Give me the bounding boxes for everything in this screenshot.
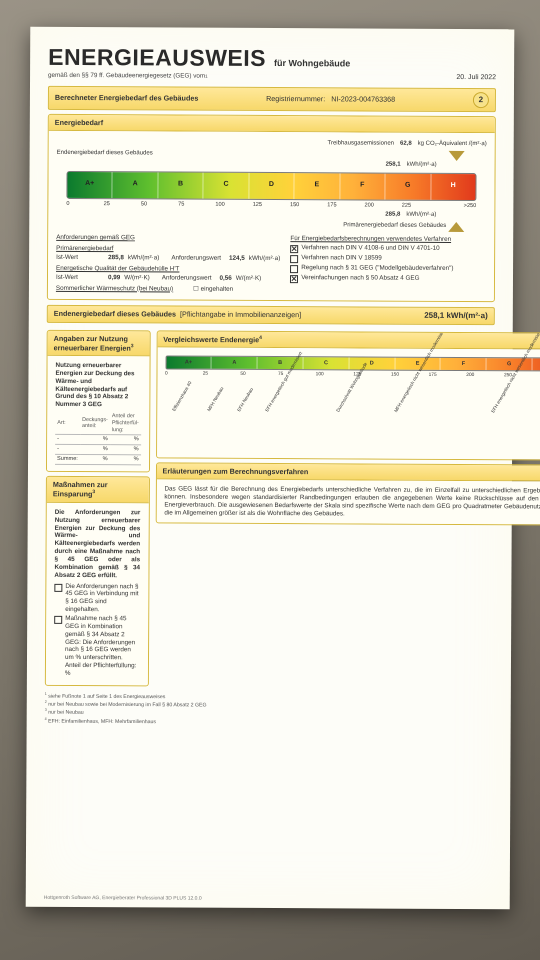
ghg-value: 62,8 (400, 140, 412, 148)
checkbox-icon (290, 265, 298, 273)
req-heading: Anforderungen gemäß GEG (56, 234, 280, 243)
registration-bar: Berechneter Energiebedarf des Gebäudes R… (48, 85, 496, 111)
reg-label: Registriernummer: (266, 94, 325, 103)
end-value: 258,1 (386, 162, 401, 170)
energy-scale: A+ A B C D E F G H (66, 170, 476, 200)
erl-text: Das GEG lässt für die Berechnung des Ene… (156, 479, 540, 525)
prim-label: Primärenergiebedarf dieses Gebäudes (343, 222, 446, 230)
checkbox-icon (290, 275, 298, 283)
ghg-unit: kg CO₂-Äquivalent /(m²·a) (418, 140, 487, 148)
arrow-up-icon (448, 222, 464, 232)
footnotes: 1 siehe Fußnote 1 auf Seite 1 des Energi… (45, 692, 493, 727)
software-footer: Hottgenroth Software AG, Energieberater … (44, 895, 202, 902)
page-badge: 2 (473, 92, 489, 108)
arrow-down-icon (449, 151, 465, 161)
vergleich-panel: Vergleichswerte Endenergie4 A+ABCDEFGH 0… (156, 330, 540, 461)
doc-subtitle: für Wohngebäude (274, 58, 350, 70)
prim-unit: kWh/(m²·a) (406, 212, 436, 220)
prim-value: 285,8 (385, 212, 400, 220)
reg-number: NI-2023-004763368 (331, 94, 395, 103)
mini-scale: A+ABCDEFGH (165, 355, 540, 371)
vergleich-labels: Effizienzhaus 40 MFH Neubau EFH Neubau E… (165, 381, 540, 419)
endenergie-bar: Endenergiebedarf dieses Gebäudes [Pflich… (47, 304, 495, 324)
req-huelle: Energetische Qualität der Gebäudehülle H… (56, 265, 280, 274)
legal-basis: gemäß den §§ 79 ff. Gebäudeenergiegesetz… (48, 72, 205, 81)
erlaeuterung-panel: Erläuterungen zum Berechnungsverfahren D… (155, 462, 540, 526)
doc-title: ENERGIEAUSWEIS (48, 43, 266, 73)
massnahmen-panel: Maßnahmen zur Einsparung3 Die Anforderun… (45, 476, 150, 686)
energiebedarf-panel: Energiebedarf Treibhausgasemissionen 62,… (47, 113, 496, 301)
end-label: Endenergiebedarf dieses Gebäudes (57, 150, 153, 158)
checkbox-icon (290, 255, 298, 263)
checkbox-icon (54, 616, 62, 624)
checkbox-icon (290, 245, 298, 253)
scale-ticks: 0255075100125150175200225>250 (66, 200, 476, 209)
renew-table: Art:Deckungs- anteil:Anteil der Pflichte… (55, 412, 141, 466)
end-unit: kWh/(m²·a) (407, 162, 437, 170)
calc-label: Berechneter Energiebedarf des Gebäudes (55, 93, 198, 103)
req-verfahren: Für Energiebedarfsberechnungen verwendet… (290, 236, 486, 245)
issue-date: 20. Juli 2022 (456, 74, 496, 83)
checkbox-icon (54, 583, 62, 591)
ghg-label: Treibhausgasemissionen (327, 140, 394, 148)
renewables-panel: Angaben zur Nutzung erneuerbarer Energie… (46, 329, 150, 472)
req-prim: Primärenergiebedarf (56, 245, 280, 254)
endenergie-value: 258,1 kWh/(m²·a) (424, 310, 488, 320)
